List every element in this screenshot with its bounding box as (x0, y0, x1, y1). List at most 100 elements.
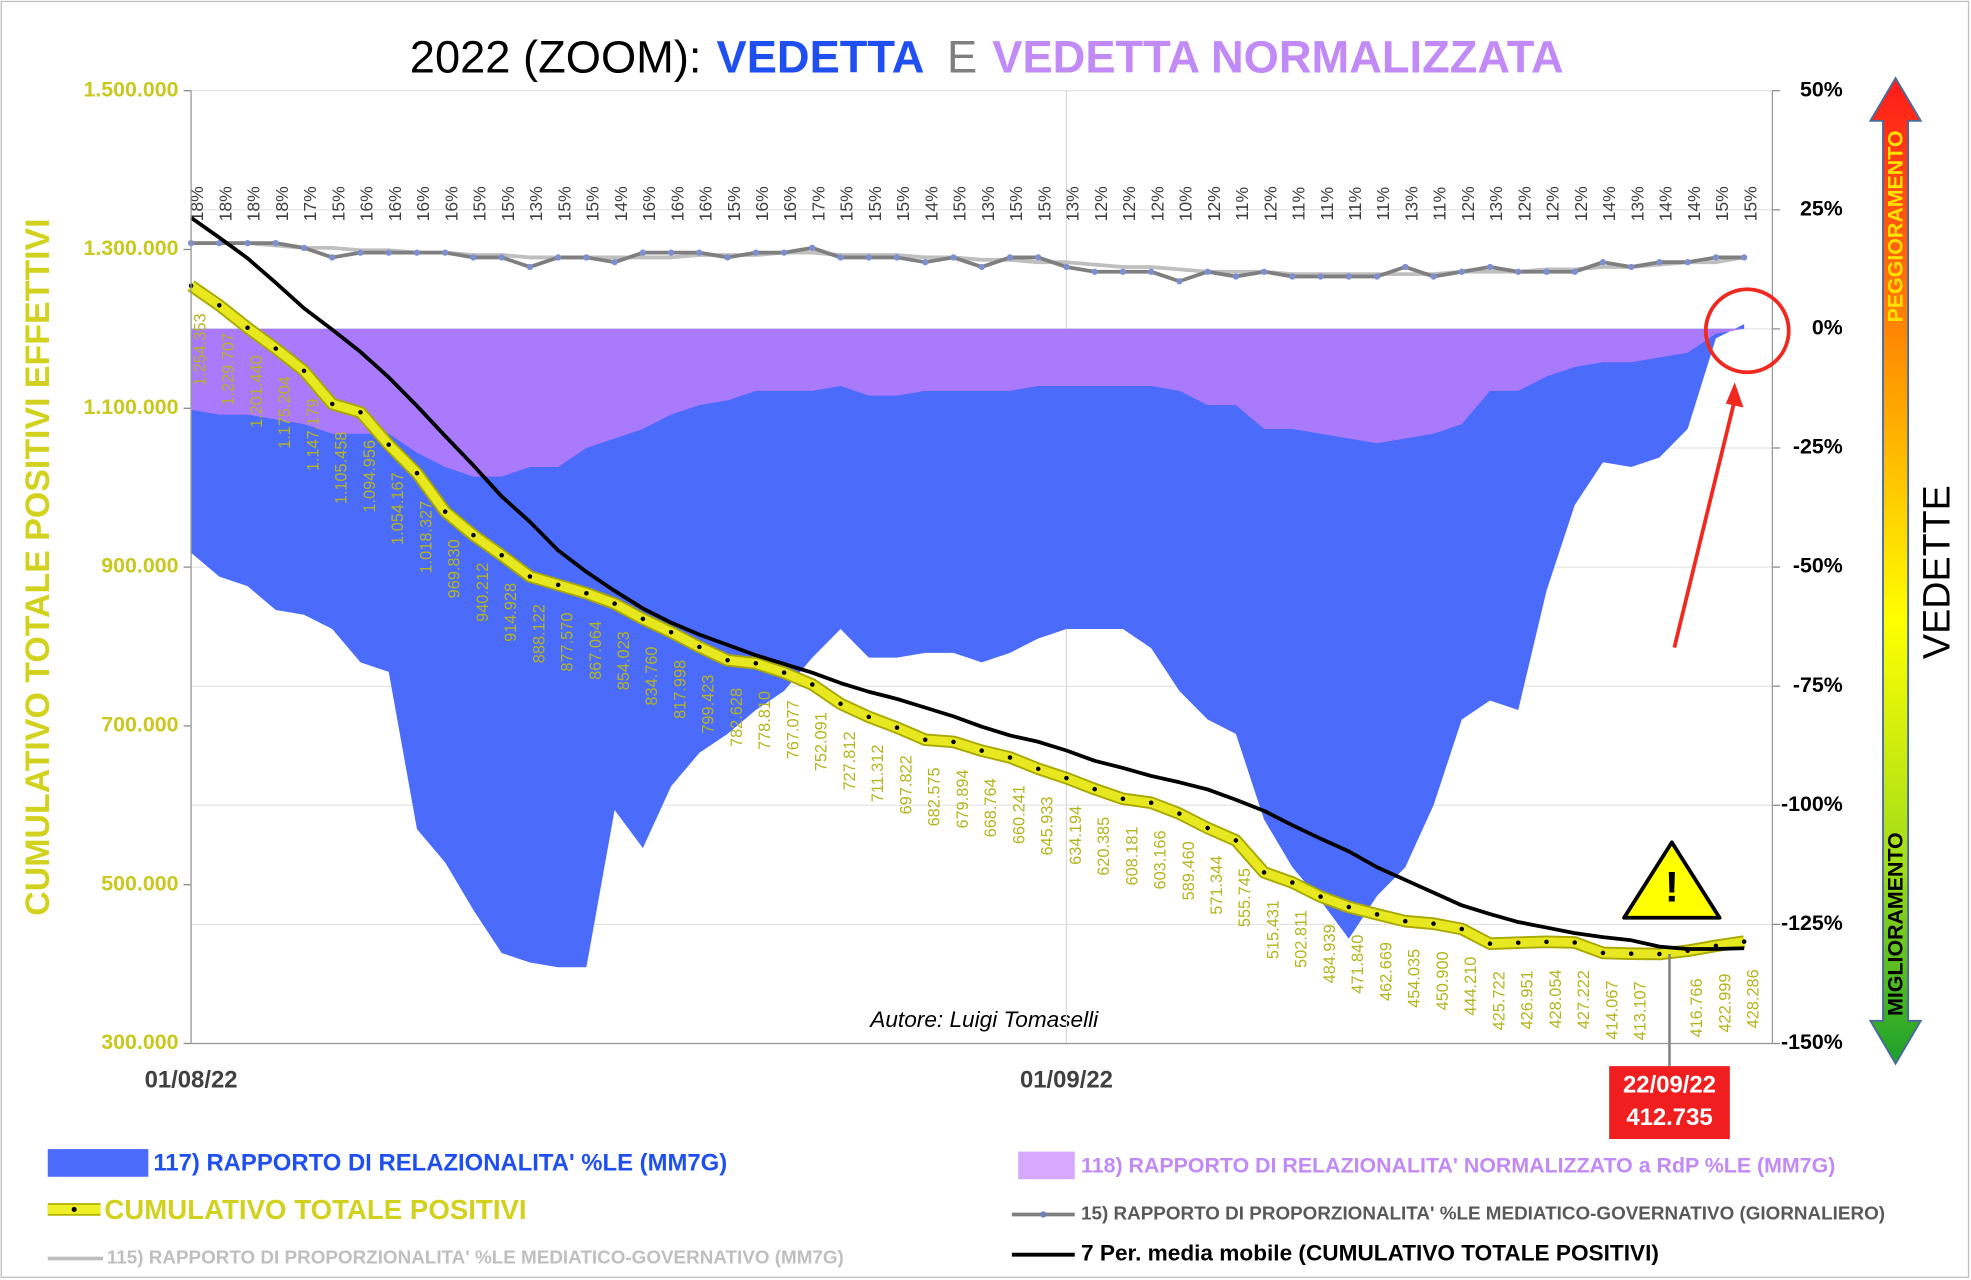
data-label: 454.035 (1406, 949, 1424, 1008)
pointer-arrow-head (1725, 382, 1744, 408)
marker (639, 249, 647, 256)
plot-area: 50% 25% 0% -25% -50% -75% -100% -125% -150% 1.500… (83, 77, 1843, 1140)
data-label: 589.460 (1180, 841, 1198, 900)
marker (1544, 939, 1549, 945)
data-label: 13% (1063, 186, 1083, 221)
marker (301, 368, 307, 374)
marker (1572, 940, 1577, 945)
data-label: 697.822 (897, 755, 915, 814)
marker (1741, 939, 1747, 944)
title-part: E (947, 31, 977, 82)
y-tick-label: 1.100.000 (83, 395, 178, 419)
chart-title: 2022 (ZOOM): VEDETTA E VEDETTA NORMALIZZATA (410, 31, 1564, 82)
data-label: 752.091 (813, 712, 831, 771)
data-label: 14% (1656, 186, 1676, 221)
data-label: 12% (1260, 186, 1280, 221)
legend-label: 117) RAPPORTO DI RELAZIONALITA' %LE (MM7… (153, 1149, 727, 1176)
marker (1515, 268, 1522, 275)
data-label: 1.201.440 (248, 355, 266, 428)
data-label: 682.575 (926, 767, 944, 826)
data-label: 12% (1458, 186, 1478, 221)
data-label: 18% (272, 186, 292, 221)
marker (1486, 263, 1494, 271)
data-label: 12% (1514, 186, 1534, 221)
data-label: 799.423 (700, 675, 718, 734)
marker (1204, 268, 1211, 275)
data-label: 1.054.167 (389, 472, 407, 545)
data-label: 1.229.707 (220, 333, 238, 406)
y-tick-label: 900.000 (101, 554, 178, 578)
marker (1458, 268, 1465, 275)
marker (414, 470, 420, 476)
marker (1656, 259, 1663, 266)
marker (1571, 268, 1578, 275)
marker (1713, 943, 1719, 949)
data-label: 14% (921, 186, 941, 221)
data-label: 462.669 (1377, 942, 1395, 1001)
y-tick-label: 500.000 (101, 871, 178, 895)
data-label: 778.810 (756, 691, 774, 750)
data-label: 834.760 (643, 647, 661, 706)
marker (1148, 800, 1154, 806)
marker (668, 629, 674, 635)
data-label: 555.745 (1236, 868, 1254, 927)
marker (1205, 825, 1210, 831)
marker (1091, 268, 1098, 275)
marker (1741, 254, 1748, 261)
marker (1657, 951, 1662, 957)
y-tick-label: 300.000 (101, 1030, 178, 1054)
data-label: 15% (1740, 186, 1760, 221)
data-label: 608.181 (1123, 826, 1141, 885)
data-label: 767.077 (784, 700, 802, 759)
data-label: 515.431 (1264, 900, 1282, 959)
marker (950, 254, 957, 261)
marker (245, 325, 250, 331)
marker (1487, 941, 1493, 946)
marker (1006, 254, 1014, 261)
arrow-label: MIGLIORAMENTO (1883, 832, 1907, 1016)
data-label: 620.385 (1095, 817, 1113, 876)
x-tick-label: 01/09/22 (1020, 1067, 1113, 1094)
marker (1261, 870, 1267, 875)
data-label: 16% (441, 186, 461, 221)
data-label: 422.999 (1716, 973, 1734, 1032)
callout-value: 412.735 (1626, 1104, 1712, 1131)
marker (1543, 268, 1550, 275)
data-label: 18% (215, 186, 235, 221)
y-tick-label: 700.000 (101, 713, 178, 737)
data-label: 502.811 (1293, 910, 1311, 968)
marker (753, 661, 759, 666)
data-label: 16% (780, 186, 800, 221)
marker (1684, 259, 1691, 266)
marker (1035, 254, 1042, 261)
warning-icon (1622, 840, 1722, 920)
arrow-label: PEGGIORAMENTO (1883, 131, 1907, 323)
data-label: 16% (413, 186, 433, 221)
data-label: 14% (611, 186, 631, 221)
y2-tick-label: -125% (1781, 911, 1843, 935)
data-label: 10% (1176, 186, 1196, 221)
marker (1599, 259, 1607, 266)
data-label: 914.928 (502, 583, 520, 642)
data-label: 16% (696, 186, 716, 221)
marker (217, 303, 222, 308)
marker (1317, 273, 1324, 280)
data-label: 15% (950, 186, 970, 221)
data-label: 15% (498, 186, 518, 221)
marker (1176, 278, 1183, 285)
marker (357, 249, 364, 256)
marker (1289, 273, 1296, 280)
marker (837, 254, 844, 261)
marker (752, 249, 759, 256)
marker (838, 701, 843, 707)
data-label: 15% (1712, 186, 1732, 221)
data-label: 11% (1345, 187, 1365, 221)
y2-tick-label: -25% (1793, 435, 1843, 459)
data-label: 660.241 (1010, 785, 1028, 844)
marker (781, 670, 787, 675)
area (191, 328, 1745, 477)
data-label: 12% (1571, 186, 1591, 221)
data-label: 1.105.458 (333, 432, 351, 505)
data-label: 17% (300, 186, 320, 221)
title-part: VEDETTA (717, 31, 925, 82)
